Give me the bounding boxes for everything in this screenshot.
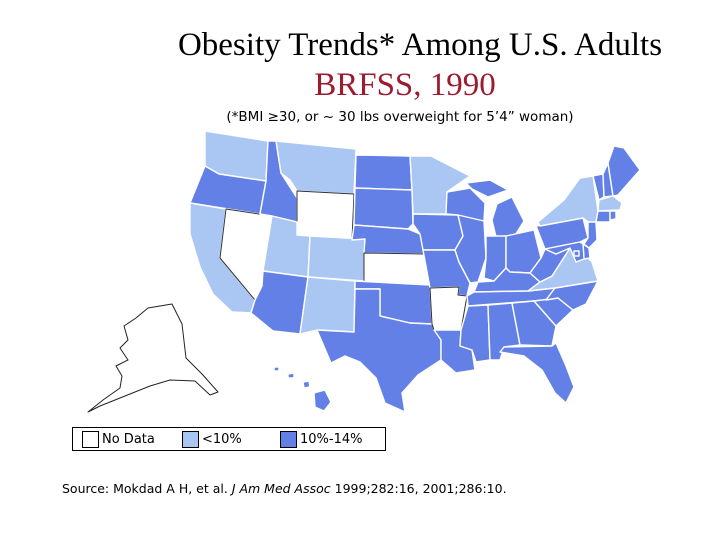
- state-ME: [607, 145, 641, 197]
- state-HI-maui: [302, 380, 311, 389]
- legend-item-10to14: 10%-14%: [271, 429, 381, 449]
- state-NY: [537, 175, 599, 227]
- state-HI-oahu: [287, 372, 295, 379]
- state-AK: [87, 303, 219, 413]
- source-citation: Source: Mokdad A H, et al. J Am Med Asso…: [62, 481, 507, 496]
- legend-swatch-10to14: [280, 430, 297, 448]
- state-FL: [499, 342, 575, 404]
- state-SD: [353, 187, 414, 230]
- state-MA: [597, 195, 623, 212]
- state-CT: [595, 210, 611, 223]
- state-IL: [454, 214, 487, 284]
- source-prefix: Source: Mokdad A H, et al.: [62, 481, 232, 496]
- state-HI-big: [313, 389, 332, 412]
- state-NM: [299, 276, 356, 335]
- state-MI-upper: [465, 179, 509, 198]
- legend-swatch-lt10: [182, 430, 199, 448]
- legend-label-no-data: No Data: [102, 431, 155, 447]
- legend-item-no-data: No Data: [73, 429, 173, 449]
- source-journal: J Am Med Assoc: [231, 481, 331, 496]
- state-DC: [573, 250, 580, 257]
- state-MI: [491, 196, 525, 238]
- state-CO: [307, 235, 366, 282]
- state-ND: [354, 154, 413, 191]
- state-RI: [609, 210, 617, 221]
- legend-label-lt10: <10%: [202, 431, 242, 447]
- source-suffix: 1999;282:16, 2001;286:10.: [330, 481, 507, 496]
- state-KS: [363, 252, 431, 286]
- state-AR: [429, 286, 468, 331]
- state-HI-kauai: [273, 366, 280, 372]
- legend-swatch-no-data: [82, 430, 99, 448]
- chart-title: Obesity Trends* Among U.S. Adults: [177, 27, 663, 63]
- state-MD: [544, 241, 585, 263]
- state-TX: [316, 288, 442, 413]
- chart-subtitle-year: BRFSS, 1990: [314, 67, 496, 103]
- state-GA: [511, 300, 557, 347]
- state-WY: [296, 190, 355, 241]
- bmi-footnote: (*BMI ≥30, or ~ 30 lbs overweight for 5’…: [226, 109, 574, 125]
- legend-item-lt10: <10%: [173, 429, 271, 449]
- legend-label-10to14: 10%-14%: [300, 431, 363, 447]
- map-legend: No Data <10% 10%-14%: [72, 427, 386, 451]
